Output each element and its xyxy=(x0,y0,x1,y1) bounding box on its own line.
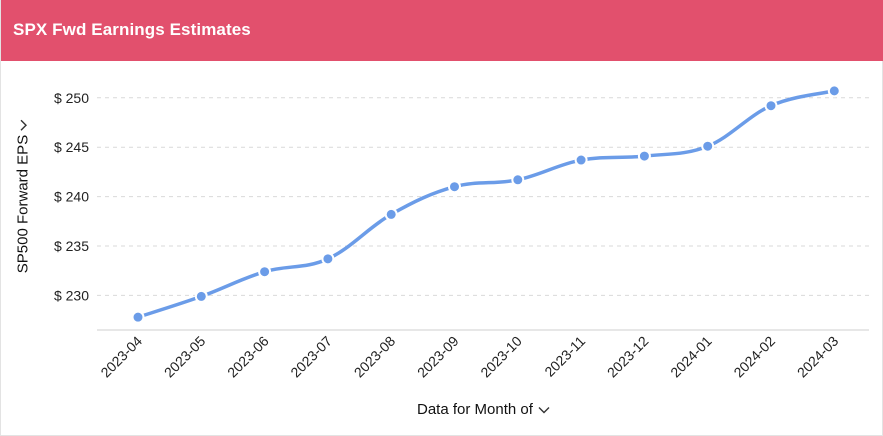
y-tick-label: $ 245 xyxy=(54,139,89,155)
x-tick-label: 2023-06 xyxy=(224,333,272,381)
x-tick-label: 2023-04 xyxy=(97,333,145,381)
chevron-down-icon[interactable] xyxy=(19,119,27,131)
data-point[interactable] xyxy=(194,289,208,303)
card-header: SPX Fwd Earnings Estimates xyxy=(1,0,883,61)
y-tick-label: $ 235 xyxy=(54,238,89,254)
x-tick-label: 2023-10 xyxy=(477,333,525,381)
data-point[interactable] xyxy=(258,265,272,279)
data-point[interactable] xyxy=(637,149,651,163)
data-point[interactable] xyxy=(827,84,841,98)
chevron-down-icon[interactable] xyxy=(538,406,550,414)
y-axis-label-text: SP500 Forward EPS xyxy=(14,134,32,274)
data-point[interactable] xyxy=(384,207,398,221)
y-axis-label[interactable]: SP500 Forward EPS xyxy=(15,119,32,273)
data-point[interactable] xyxy=(511,173,525,187)
data-points xyxy=(131,84,841,324)
gridlines xyxy=(97,97,869,296)
series-line[interactable] xyxy=(136,89,837,319)
x-tick-label: 2024-02 xyxy=(730,333,778,381)
x-tick-label: 2023-11 xyxy=(541,333,588,380)
x-axis-label[interactable]: Data for Month of xyxy=(417,401,550,418)
x-tick-label: 2023-09 xyxy=(414,333,462,381)
data-point[interactable] xyxy=(131,310,145,324)
data-point[interactable] xyxy=(321,252,335,266)
data-point[interactable] xyxy=(448,180,461,194)
chart-title: SPX Fwd Earnings Estimates xyxy=(13,20,251,39)
x-tick-label: 2024-03 xyxy=(794,333,842,381)
x-tick-label: 2024-01 xyxy=(667,333,715,381)
y-tick-label: $ 230 xyxy=(54,287,89,303)
y-tick-label: $ 240 xyxy=(54,189,89,205)
x-tick-label: 2023-08 xyxy=(351,333,399,381)
x-tick-label: 2023-05 xyxy=(161,333,209,381)
x-tick-label: 2023-07 xyxy=(287,333,335,381)
data-point[interactable] xyxy=(764,99,778,113)
data-point[interactable] xyxy=(701,139,715,153)
y-tick-label: $ 250 xyxy=(54,90,89,106)
x-axis-label-text: Data for Month of xyxy=(417,401,533,418)
data-point[interactable] xyxy=(574,153,588,167)
x-tick-label: 2023-12 xyxy=(604,333,652,381)
y-axis-ticks: $ 230 $ 235 $ 240 $ 245 $ 250 xyxy=(54,90,89,304)
x-axis-ticks: 2023-04 2023-05 2023-06 2023-07 2023-08 2023-… xyxy=(97,333,841,381)
